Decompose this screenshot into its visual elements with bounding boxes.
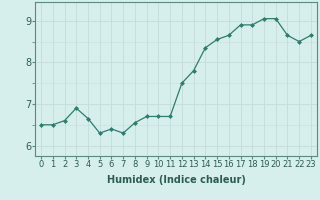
X-axis label: Humidex (Indice chaleur): Humidex (Indice chaleur) [107,175,245,185]
